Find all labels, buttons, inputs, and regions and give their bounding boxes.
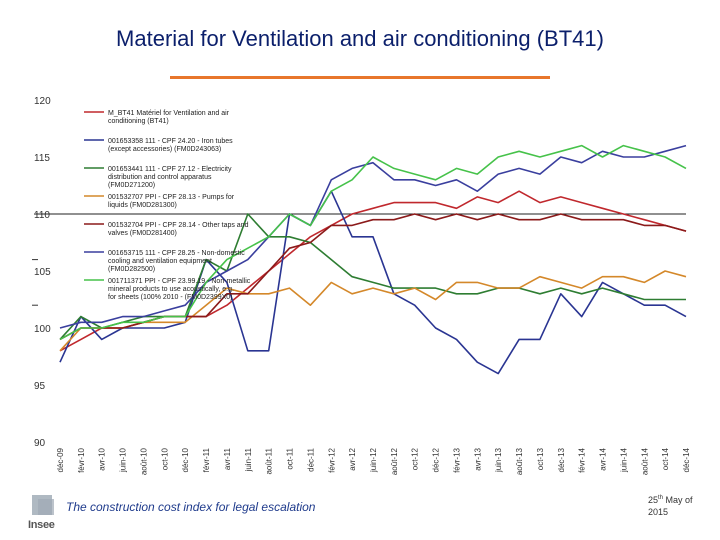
slide-title: Material for Ventilation and air conditi… — [116, 26, 604, 51]
legend-label-3: 001532707 PPI - CPF 28.13 - Pumps for liq… — [108, 194, 235, 209]
y-tick-label: 100 — [34, 324, 51, 335]
chart-axes: 90 95 100 105 110 115 120 déc-09 févr-10 avr-10 ju… — [32, 96, 691, 475]
series-line-5 — [59, 144, 687, 329]
series-line-1 — [59, 190, 687, 375]
legend-label-6: 001711371 PPI - CPF 23.99.19 - Non-metal… — [108, 278, 251, 301]
footer-caption: The construction cost index for legal es… — [66, 500, 316, 514]
x-tick-label: oct-11 — [286, 447, 295, 469]
x-tick-label: déc-09 — [56, 447, 65, 472]
series-line-6 — [59, 144, 687, 341]
x-tick-label: févr-13 — [452, 447, 461, 472]
x-tick-label: oct-12 — [411, 447, 420, 470]
x-tick-label: déc-13 — [557, 447, 566, 472]
chart-series-lines — [59, 144, 687, 375]
x-tick-label: juin-10 — [119, 447, 128, 473]
x-tick-label: août-14 — [640, 447, 649, 475]
x-tick-label: août-13 — [515, 447, 524, 475]
x-tick-label: févr-10 — [77, 447, 86, 472]
x-tick-label: août-11 — [265, 447, 274, 474]
x-tick-label: juin-12 — [369, 447, 378, 473]
x-tick-label: avr-12 — [348, 447, 357, 470]
x-tick-label: févr-11 — [202, 447, 211, 472]
y-tick-label: 105 — [34, 267, 51, 278]
x-tick-label: oct-14 — [661, 447, 670, 470]
y-tick-label: 95 — [34, 381, 46, 392]
x-tick-label: juin-14 — [619, 447, 628, 473]
series-line-3 — [59, 270, 687, 352]
y-tick-label: 115 — [34, 153, 50, 164]
footer-date-suffix: th — [658, 495, 664, 501]
x-tick-label: juin-13 — [494, 447, 503, 473]
legend-label-1: 001653358 111 - CPF 24.20 - Iron tubes (e… — [108, 138, 233, 153]
y-tick-label: 120 — [34, 96, 51, 107]
insee-logo-icon — [32, 495, 54, 515]
x-tick-label: juin-11 — [244, 447, 253, 472]
x-tick-label: oct-10 — [160, 447, 169, 470]
legend-label-2: 001653441 111 - CPF 27.12 - Electricity d… — [108, 166, 232, 189]
x-tick-label: févr-12 — [327, 447, 336, 472]
title-accent-rule — [170, 76, 550, 79]
footer-date: 25th May of 2015 — [648, 492, 693, 518]
x-tick-label: déc-14 — [682, 447, 691, 472]
x-tick-label: déc-10 — [181, 447, 190, 472]
legend-label-4: 001532704 PPI - CPF 28.14 - Other taps a… — [108, 222, 249, 237]
x-tick-label: avr-11 — [223, 447, 232, 470]
legend-label-5: 001653715 111 - CPF 28.25 - Non-domestic… — [108, 250, 245, 273]
footer-date-rest: May of — [663, 495, 693, 505]
x-tick-label: déc-12 — [432, 447, 441, 472]
y-tick-label: 90 — [34, 438, 46, 449]
x-tick-label: avr-10 — [98, 447, 107, 470]
footer-date-year: 2015 — [648, 507, 669, 517]
x-tick-label: oct-13 — [536, 447, 545, 470]
chart-legend: M_BT41 Matériel for Ventilation and air c… — [84, 110, 251, 301]
x-tick-label: déc-11 — [306, 447, 315, 471]
x-tick-label: août-10 — [139, 447, 148, 475]
x-tick-label: févr-14 — [578, 447, 587, 472]
y-tick-label: 110 — [34, 210, 50, 221]
footer-date-day: 25 — [648, 495, 659, 505]
x-tick-label: avr-13 — [473, 447, 482, 470]
x-tick-label: août-12 — [390, 447, 399, 475]
line-chart: 90 95 100 105 110 115 120 déc-09 févr-10 avr-10 ju… — [32, 96, 691, 475]
insee-logo-text: Insee — [28, 519, 55, 531]
legend-label-0: M_BT41 Matériel for Ventilation and air c… — [108, 110, 230, 125]
x-tick-label: avr-14 — [599, 447, 608, 470]
